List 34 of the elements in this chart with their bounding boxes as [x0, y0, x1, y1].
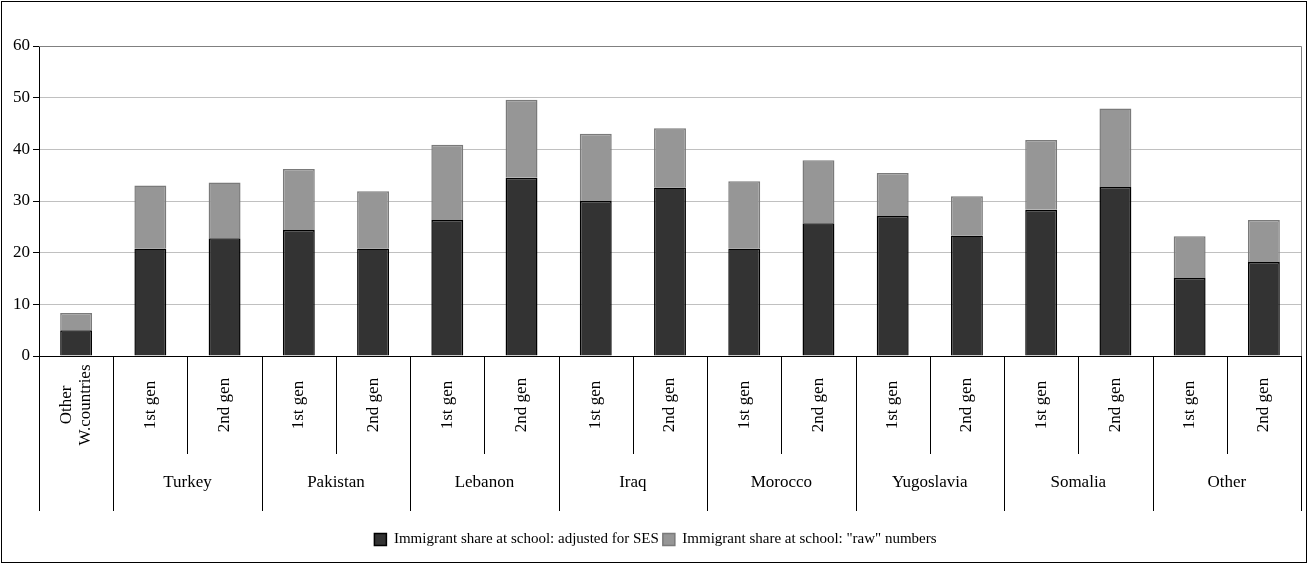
- x-tick-label: 2nd gen: [362, 377, 382, 433]
- x-tick-label: Other W.countries: [56, 364, 95, 446]
- text: Pakistan: [307, 472, 366, 492]
- y-tick-label: 0: [21, 345, 30, 365]
- x-tick-label: 1st gen: [733, 380, 753, 430]
- text: Yugoslavia: [892, 472, 969, 492]
- y-tick-label: 30: [13, 190, 30, 210]
- x-tick-label: 1st gen: [1030, 380, 1050, 430]
- x-tick-label: 2nd gen: [1104, 377, 1124, 433]
- text: Other: [1207, 472, 1247, 492]
- text: Morocco: [750, 472, 813, 492]
- text: Turkey: [163, 472, 213, 492]
- x-tick-label: 1st gen: [585, 380, 605, 430]
- x-tick-label: 1st gen: [139, 380, 159, 430]
- x-tick-label: 1st gen: [1179, 380, 1199, 430]
- x-tick-label: 2nd gen: [511, 377, 530, 433]
- x-tick-label: 1st gen: [288, 380, 308, 430]
- x-tick-label: 2nd gen: [214, 377, 234, 433]
- x-tick-label: 2nd gen: [1253, 377, 1273, 433]
- legend-label: Immigrant share at school: adjusted for SES: [393, 530, 659, 547]
- x-tick-label: 2nd gen: [956, 377, 976, 433]
- y-tick-label: 40: [13, 138, 30, 158]
- y-tick-label: 20: [13, 242, 30, 262]
- y-tick-label: 50: [13, 87, 30, 107]
- legend-label: Immigrant share at school: "raw" numbers: [682, 530, 937, 547]
- text: Lebanon: [454, 472, 515, 492]
- y-tick-label: 60: [13, 35, 30, 55]
- x-tick-label: 1st gen: [882, 380, 902, 430]
- y-tick-label: 10: [13, 293, 30, 313]
- x-tick-label: 2nd gen: [659, 377, 679, 433]
- text: Iraq: [619, 472, 648, 492]
- x-tick-label: 2nd gen: [807, 377, 827, 433]
- x-tick-label: 1st gen: [436, 380, 456, 430]
- text: Somalia: [1050, 472, 1107, 492]
